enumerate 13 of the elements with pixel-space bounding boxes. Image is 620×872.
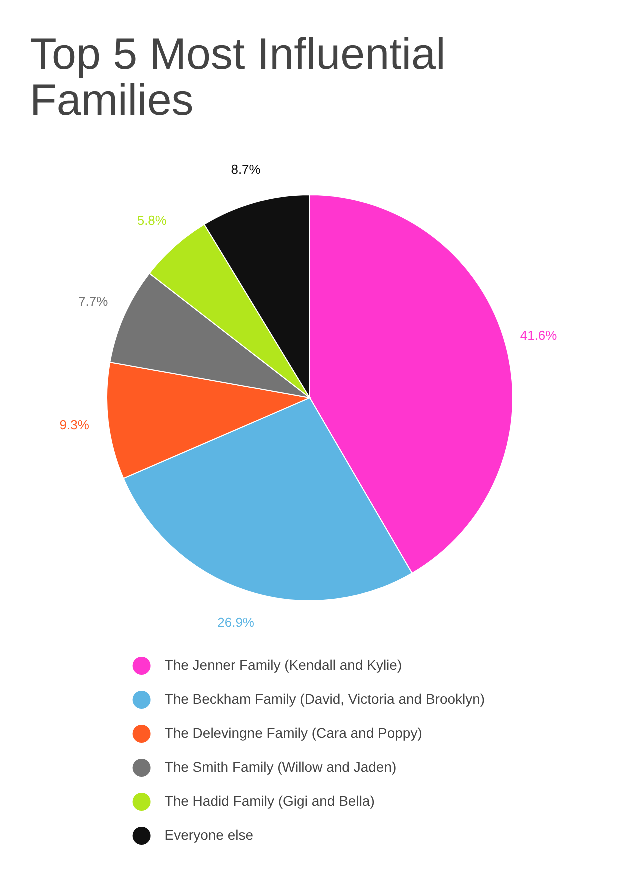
- chart-title: Top 5 Most Influential Families: [30, 30, 446, 125]
- legend-label: The Smith Family (Willow and Jaden): [164, 759, 397, 775]
- data-label: 8.7%: [231, 162, 262, 177]
- data-label: 9.3%: [60, 417, 90, 432]
- data-label: 26.9%: [218, 615, 255, 630]
- data-label: 5.8%: [137, 213, 168, 228]
- data-label: 7.7%: [78, 294, 109, 309]
- legend-label: The Jenner Family (Kendall and Kylie): [164, 657, 402, 673]
- legend-label: Everyone else: [164, 827, 254, 843]
- data-label: 41.6%: [520, 328, 558, 344]
- legend-label: The Hadid Family (Gigi and Bella): [164, 793, 375, 809]
- legend-label: The Delevingne Family (Cara and Poppy): [164, 725, 422, 741]
- legend-label: The Beckham Family (David, Victoria and Brooklyn): [164, 691, 486, 707]
